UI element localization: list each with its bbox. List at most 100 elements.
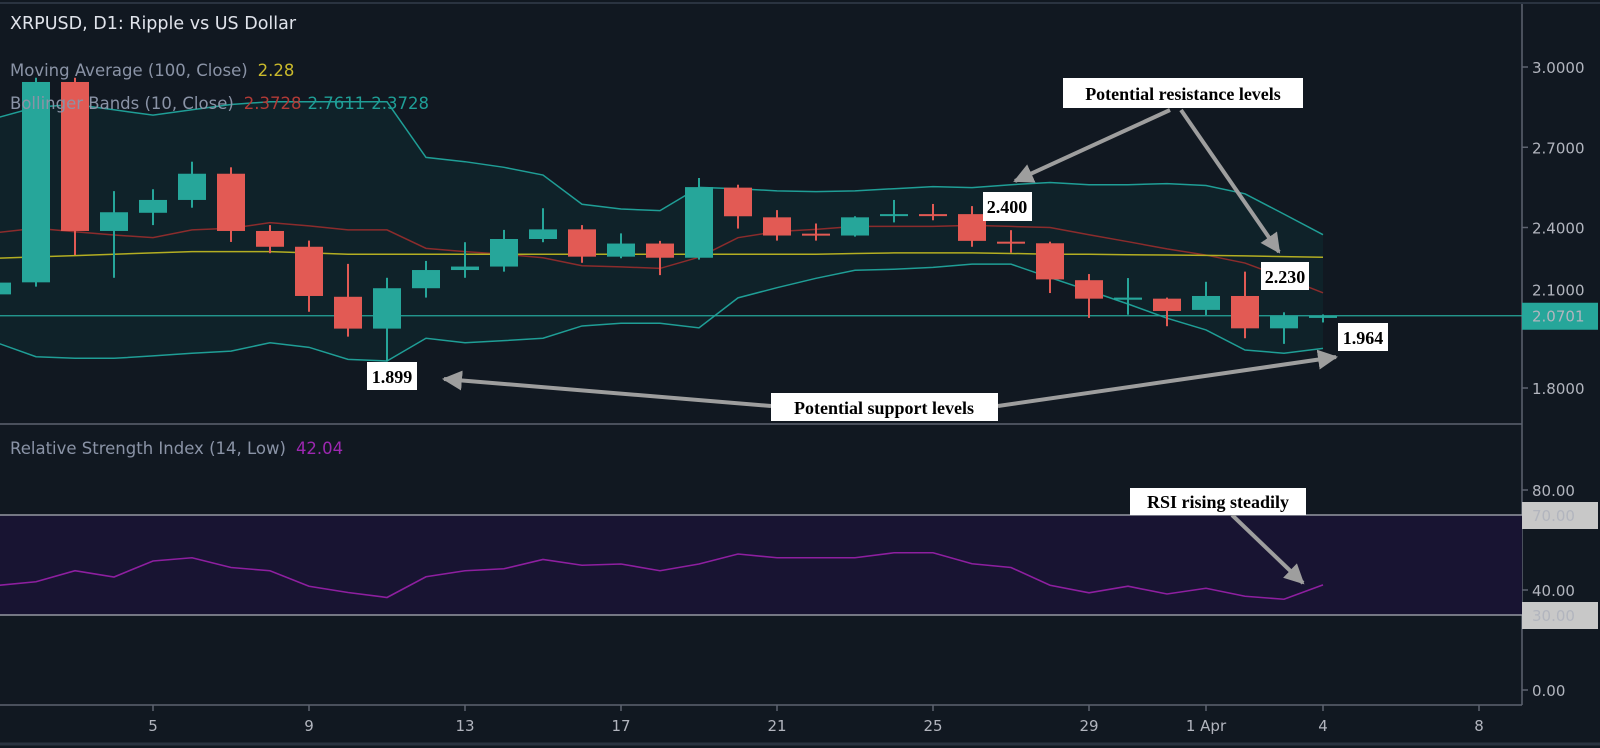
time-axis-label: 29: [1079, 717, 1098, 735]
bb-legend[interactable]: Bollinger Bands (10, Close) 2.3728 2.7611 2…: [10, 94, 429, 113]
candle[interactable]: [919, 203, 947, 221]
candle-body: [1036, 243, 1064, 280]
rsi-axis-label: 30.00: [1532, 607, 1575, 625]
candle-body: [529, 229, 557, 240]
candle[interactable]: [958, 206, 986, 247]
candle-body: [607, 243, 635, 257]
candle[interactable]: [256, 225, 284, 254]
candle-body: [1231, 295, 1259, 329]
candle[interactable]: [841, 216, 869, 237]
candle[interactable]: [685, 178, 713, 260]
candle[interactable]: [1309, 314, 1337, 323]
rsi-axis-label: 0.00: [1532, 682, 1565, 700]
candle[interactable]: [412, 260, 440, 298]
candle-body: [256, 230, 284, 247]
price-axis-label: 3.0000: [1532, 59, 1585, 77]
candle[interactable]: [1270, 312, 1298, 344]
last-price-label: 2.0701: [1532, 308, 1585, 326]
axes: 3.00002.70002.40002.10001.80002.070180.0…: [148, 59, 1598, 735]
annotations: Potential resistance levels Potential su…: [367, 78, 1388, 585]
candle[interactable]: [529, 208, 557, 243]
candle[interactable]: [139, 189, 167, 226]
candle[interactable]: [802, 223, 830, 241]
candle[interactable]: [334, 263, 362, 337]
candle-body: [1192, 295, 1220, 310]
rsi-legend[interactable]: Relative Strength Index (14, Low) 42.04: [10, 439, 343, 458]
last-price-label-box: [1522, 302, 1598, 330]
candle[interactable]: [997, 230, 1025, 253]
chart-title: XRPUSD, D1: Ripple vs US Dollar: [10, 14, 297, 34]
candle[interactable]: [100, 191, 128, 278]
level-1899-box: [367, 362, 417, 390]
candle-body: [880, 214, 908, 217]
candle-body: [490, 239, 518, 267]
bb-basis-value: 2.3728: [244, 94, 302, 113]
rsi-axis-label: 40.00: [1532, 582, 1575, 600]
time-axis-label: 9: [304, 717, 314, 735]
candle-body: [0, 282, 11, 295]
support-arrow-right: [997, 349, 1338, 408]
candle-body: [1153, 298, 1181, 311]
candle-body: [100, 212, 128, 231]
candle[interactable]: [1192, 281, 1220, 315]
support-arrow-left: [442, 370, 772, 408]
ma-legend[interactable]: Moving Average (100, Close) 2.28: [10, 61, 294, 80]
level-1899-label: 1.899: [372, 367, 413, 387]
ma-legend-value: 2.28: [258, 61, 295, 80]
candle-body: [412, 270, 440, 289]
level-2230-box: [1261, 262, 1309, 290]
candle[interactable]: [295, 240, 323, 312]
price-axis-label: 2.7000: [1532, 139, 1585, 157]
rsi-legend-label: Relative Strength Index (14, Low): [10, 439, 286, 458]
candle[interactable]: [1153, 297, 1181, 327]
candle-body: [373, 288, 401, 329]
candle[interactable]: [607, 233, 635, 259]
level-2400-box: [983, 192, 1032, 221]
level-1964-box: [1338, 323, 1388, 351]
candle-body: [139, 199, 167, 213]
candle-body: [724, 187, 752, 217]
candle[interactable]: [0, 278, 11, 299]
candle-body: [451, 266, 479, 271]
rsi-line[interactable]: [0, 551, 1324, 601]
rsi-pane[interactable]: [0, 514, 1522, 616]
candle[interactable]: [880, 199, 908, 223]
candle[interactable]: [1231, 271, 1259, 339]
candle-body: [802, 233, 830, 236]
support-label: Potential support levels: [794, 398, 974, 418]
bb-upper-value: 2.7611: [308, 94, 366, 113]
candle[interactable]: [1036, 241, 1064, 294]
price-axis-label: 2.4000: [1532, 220, 1585, 238]
candle-body: [919, 214, 947, 217]
time-axis-label: 17: [611, 717, 630, 735]
candle[interactable]: [724, 184, 752, 229]
candle[interactable]: [763, 210, 791, 241]
price-pane[interactable]: [0, 77, 1522, 362]
bollinger-band-fill: [0, 101, 1323, 361]
candle[interactable]: [22, 77, 50, 287]
candle[interactable]: [178, 161, 206, 208]
candle[interactable]: [217, 167, 245, 242]
rsi-legend-value: 42.04: [296, 439, 343, 458]
candle[interactable]: [1075, 274, 1103, 318]
candle-body: [61, 81, 89, 231]
candle[interactable]: [451, 242, 479, 278]
rsi-label-box: [1130, 488, 1306, 515]
time-axis-label: 13: [455, 717, 474, 735]
candle[interactable]: [1114, 278, 1142, 315]
time-axis-label: 5: [148, 717, 158, 735]
bollinger-upper-line[interactable]: [0, 101, 1324, 236]
candle-body: [1075, 280, 1103, 299]
candle[interactable]: [646, 240, 674, 276]
candle[interactable]: [490, 229, 518, 272]
candle[interactable]: [373, 277, 401, 362]
candle[interactable]: [61, 77, 89, 256]
time-axis-label: 8: [1474, 717, 1484, 735]
candle[interactable]: [568, 225, 596, 263]
level-2400-label: 2.400: [987, 197, 1028, 217]
candle-body: [958, 214, 986, 241]
candle-body: [1114, 297, 1142, 300]
rsi-band-fill: [0, 515, 1522, 615]
candle-body: [217, 173, 245, 231]
